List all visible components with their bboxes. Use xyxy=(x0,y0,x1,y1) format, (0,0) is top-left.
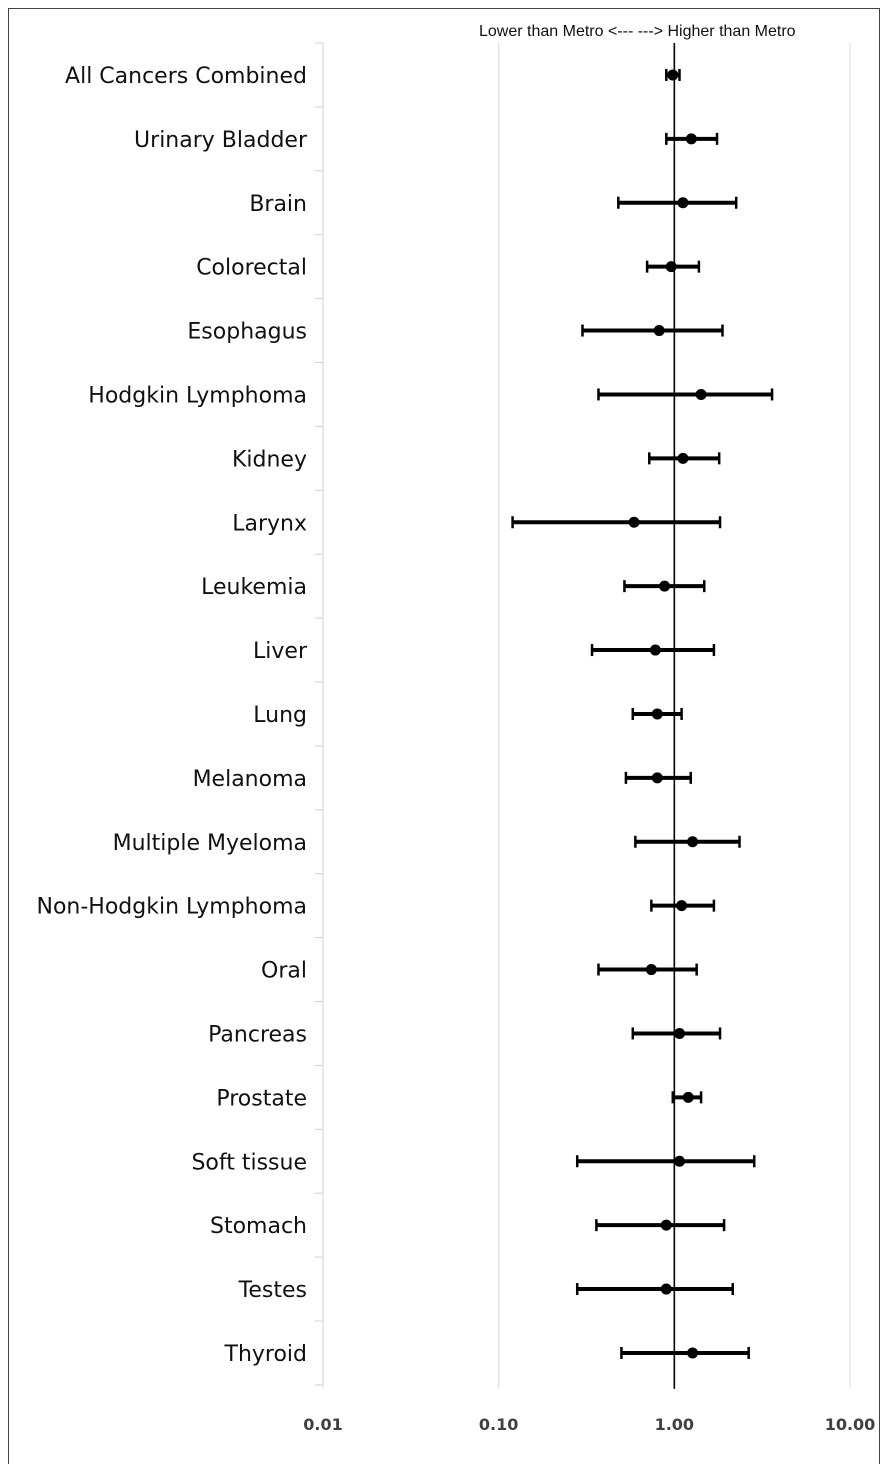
estimate-point xyxy=(676,900,688,912)
category-labels: All Cancers Combined Urinary Bladder Brain… xyxy=(37,64,308,1367)
chart-frame xyxy=(8,8,880,1464)
category-label: Testes xyxy=(238,1278,307,1303)
estimate-point xyxy=(687,1347,699,1359)
category-label: Oral xyxy=(261,959,307,984)
category-label: Pancreas xyxy=(208,1022,307,1047)
x-tick-labels: 0.01 0.10 1.00 10.00 xyxy=(303,1415,875,1434)
estimate-point xyxy=(665,261,677,273)
estimate-point xyxy=(673,1155,685,1167)
estimate-point xyxy=(673,1027,685,1039)
category-label: Leukemia xyxy=(201,575,307,600)
estimate-point xyxy=(649,644,661,656)
estimate-point xyxy=(695,388,707,400)
estimate-point xyxy=(667,69,679,81)
estimate-point xyxy=(651,708,663,720)
x-tick-label: 1.00 xyxy=(655,1415,694,1434)
category-label: Stomach xyxy=(210,1214,307,1239)
x-tick-label: 0.10 xyxy=(479,1415,518,1434)
category-label: Non-Hodgkin Lymphoma xyxy=(37,895,308,920)
category-label: Colorectal xyxy=(196,256,307,281)
x-tick-label: 10.00 xyxy=(825,1415,876,1434)
estimate-point xyxy=(628,516,640,528)
category-label: Prostate xyxy=(216,1086,307,1111)
gridlines xyxy=(322,43,851,1389)
category-label: All Cancers Combined xyxy=(65,64,307,89)
estimate-point xyxy=(682,1091,694,1103)
estimate-point xyxy=(687,836,699,848)
category-label: Urinary Bladder xyxy=(134,128,308,153)
estimate-point xyxy=(651,772,663,784)
category-label: Thyroid xyxy=(224,1342,308,1367)
estimate-point xyxy=(685,133,697,145)
estimates-with-ci xyxy=(511,68,774,1359)
category-label: Brain xyxy=(249,192,307,217)
category-label: Esophagus xyxy=(187,320,307,345)
estimate-point xyxy=(677,197,689,209)
estimate-point xyxy=(660,1283,672,1295)
category-label: Hodgkin Lymphoma xyxy=(88,383,307,408)
estimate-point xyxy=(660,1219,672,1231)
category-axis xyxy=(315,42,324,1386)
estimate-point xyxy=(653,325,665,337)
estimate-point xyxy=(645,964,657,976)
category-label: Lung xyxy=(253,703,307,728)
category-label: Soft tissue xyxy=(191,1150,307,1175)
category-label: Melanoma xyxy=(193,767,307,792)
direction-annotation: Lower than Metro <--- ---> Higher than M… xyxy=(479,23,796,40)
x-tick-label: 0.01 xyxy=(303,1415,342,1434)
estimate-point xyxy=(659,580,671,592)
estimate-point xyxy=(677,452,689,464)
category-label: Liver xyxy=(253,639,308,664)
category-label: Larynx xyxy=(232,511,307,536)
category-label: Multiple Myeloma xyxy=(113,831,307,856)
category-label: Kidney xyxy=(232,447,307,472)
